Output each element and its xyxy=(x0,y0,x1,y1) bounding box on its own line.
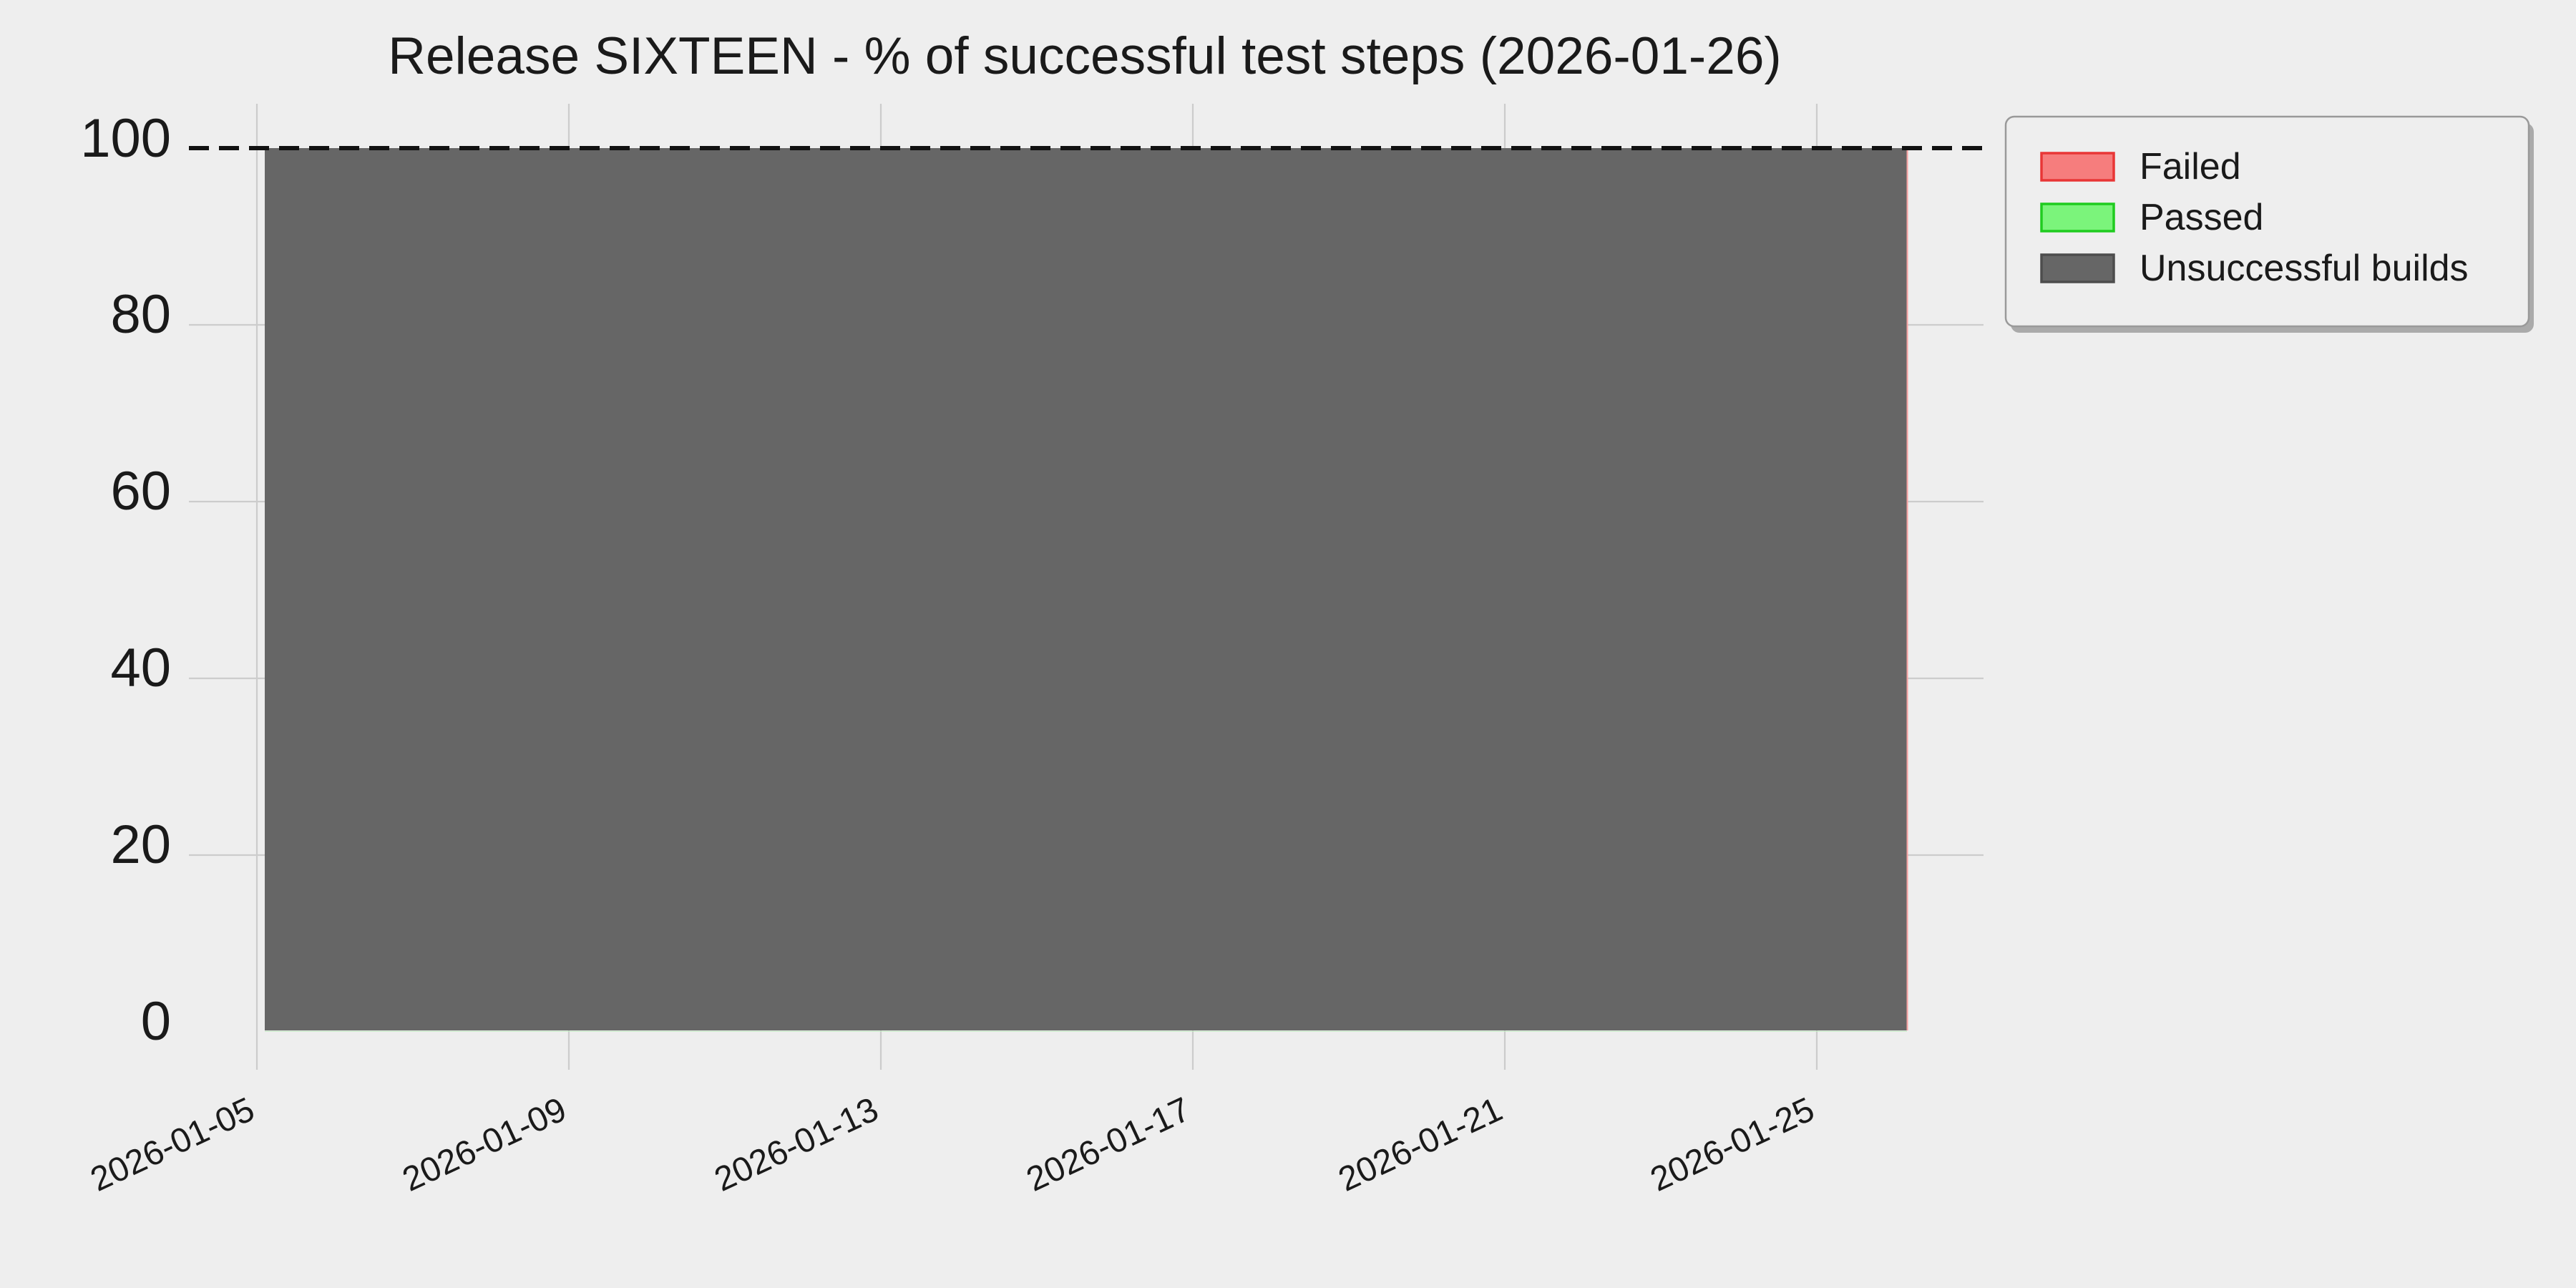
svg-text:100: 100 xyxy=(80,108,171,169)
svg-text:Release SIXTEEN - % of success: Release SIXTEEN - % of successful test s… xyxy=(388,27,1782,85)
svg-text:0: 0 xyxy=(141,991,171,1052)
svg-text:60: 60 xyxy=(110,461,171,522)
svg-text:Passed: Passed xyxy=(2140,197,2263,238)
svg-text:40: 40 xyxy=(110,638,171,698)
svg-text:80: 80 xyxy=(110,284,171,345)
svg-text:Failed: Failed xyxy=(2140,146,2241,187)
svg-text:Unsuccessful builds: Unsuccessful builds xyxy=(2140,248,2469,289)
svg-text:20: 20 xyxy=(110,814,171,875)
